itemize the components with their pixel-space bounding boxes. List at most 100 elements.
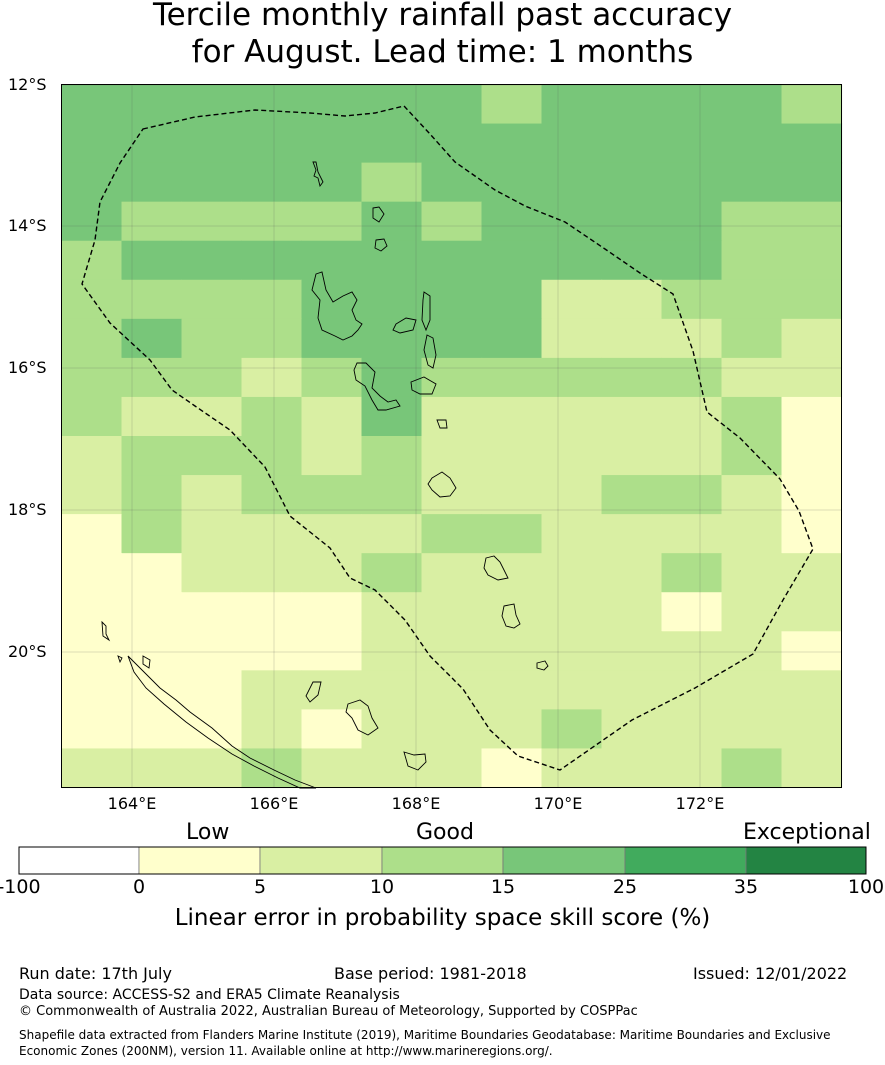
skill-cell: [661, 709, 723, 750]
island-coastline: [142, 655, 151, 669]
skill-cell: [121, 123, 183, 164]
skill-cell: [601, 670, 663, 710]
skill-cell: [481, 670, 543, 710]
skill-cell: [541, 279, 603, 320]
skill-cell: [301, 123, 363, 164]
skill-cell: [361, 748, 423, 789]
skill-cell: [181, 631, 243, 671]
skill-cell: [541, 201, 603, 242]
skill-cell: [61, 84, 123, 125]
skill-cell: [121, 240, 183, 281]
skill-cell: [601, 592, 663, 632]
skill-cell: [361, 162, 423, 203]
skill-cell: [661, 201, 723, 242]
skill-cell: [301, 357, 363, 398]
skill-cell: [781, 84, 843, 125]
skill-cell: [721, 553, 783, 593]
skill-cell: [541, 84, 603, 125]
lat-label-12s: 12°S: [8, 75, 47, 94]
lon-label-168e: 168°E: [391, 794, 441, 813]
skill-cell: [661, 436, 723, 476]
skill-cell: [241, 123, 303, 164]
skill-cell: [241, 201, 303, 242]
island-coastline: [427, 471, 457, 498]
skill-cell: [361, 357, 423, 398]
skill-cell: [121, 201, 183, 242]
skill-cell: [481, 592, 543, 632]
skill-cell: [421, 709, 483, 750]
skill-cell: [61, 279, 123, 320]
skill-cell: [181, 592, 243, 632]
issued-date: Issued: 12/01/2022: [693, 964, 848, 983]
skill-cell: [541, 123, 603, 164]
skill-cell: [121, 670, 183, 710]
skill-cell: [61, 553, 123, 593]
skill-cell: [121, 709, 183, 750]
skill-cell: [541, 553, 603, 593]
skill-cell: [61, 123, 123, 164]
skill-cell: [241, 396, 303, 437]
skill-cell: [241, 514, 303, 554]
skill-cell: [661, 670, 723, 710]
map-title-line-1: Tercile monthly rainfall past accuracy: [152, 0, 733, 33]
skill-cell: [61, 709, 123, 750]
skill-cell: [301, 631, 363, 671]
skill-cell: [181, 553, 243, 593]
skill-cell: [781, 396, 843, 437]
colorbar-category-low: Low: [186, 820, 230, 845]
skill-cell: [361, 709, 423, 750]
skill-cell: [781, 318, 843, 359]
island-coastline: [353, 362, 401, 411]
skill-cell: [181, 279, 243, 320]
skill-cell: [721, 240, 783, 281]
island-coastline: [436, 419, 448, 429]
skill-cell: [301, 670, 363, 710]
island-coastline: [127, 655, 317, 789]
colorbar-swatch: [502, 846, 626, 875]
skill-cell: [421, 318, 483, 359]
colorbar-swatch: [745, 846, 867, 875]
skill-cell: [601, 357, 663, 398]
skill-cell: [601, 748, 663, 789]
skill-cell: [61, 514, 123, 554]
skill-cell: [181, 709, 243, 750]
skill-cell: [661, 240, 723, 281]
skill-cell: [661, 631, 723, 671]
skill-cell: [241, 357, 303, 398]
skill-cell: [541, 670, 603, 710]
skill-cell: [121, 475, 183, 515]
skill-cell: [121, 553, 183, 593]
base-period: Base period: 1981-2018: [334, 964, 527, 983]
coastlines: [101, 161, 549, 789]
skill-cell: [481, 357, 543, 398]
lat-label-16s: 16°S: [8, 358, 47, 377]
skill-cell: [361, 670, 423, 710]
island-coastline: [311, 271, 363, 341]
skill-cell: [301, 396, 363, 437]
skill-cell: [661, 514, 723, 554]
skill-cell: [781, 631, 843, 671]
skill-cell: [481, 84, 543, 125]
skill-cell: [121, 436, 183, 476]
skill-cell: [541, 475, 603, 515]
skill-cell: [241, 592, 303, 632]
rainfall-accuracy-map: [61, 84, 843, 789]
skill-cell: [541, 396, 603, 437]
skill-cell: [721, 396, 783, 437]
skill-cell: [361, 592, 423, 632]
skill-cell: [541, 318, 603, 359]
skill-cell: [421, 396, 483, 437]
skill-cell: [421, 357, 483, 398]
skill-cell: [421, 436, 483, 476]
skill-cell: [721, 201, 783, 242]
colorbar-tick-25: 25: [612, 876, 638, 898]
colorbar-tick-100: 100: [847, 876, 885, 898]
skill-cell: [121, 748, 183, 789]
skill-cell: [301, 318, 363, 359]
skill-cell: [301, 553, 363, 593]
skill-cell: [721, 357, 783, 398]
skill-cell: [721, 592, 783, 632]
skill-cell: [241, 670, 303, 710]
skill-cell: [421, 201, 483, 242]
skill-cell: [301, 436, 363, 476]
